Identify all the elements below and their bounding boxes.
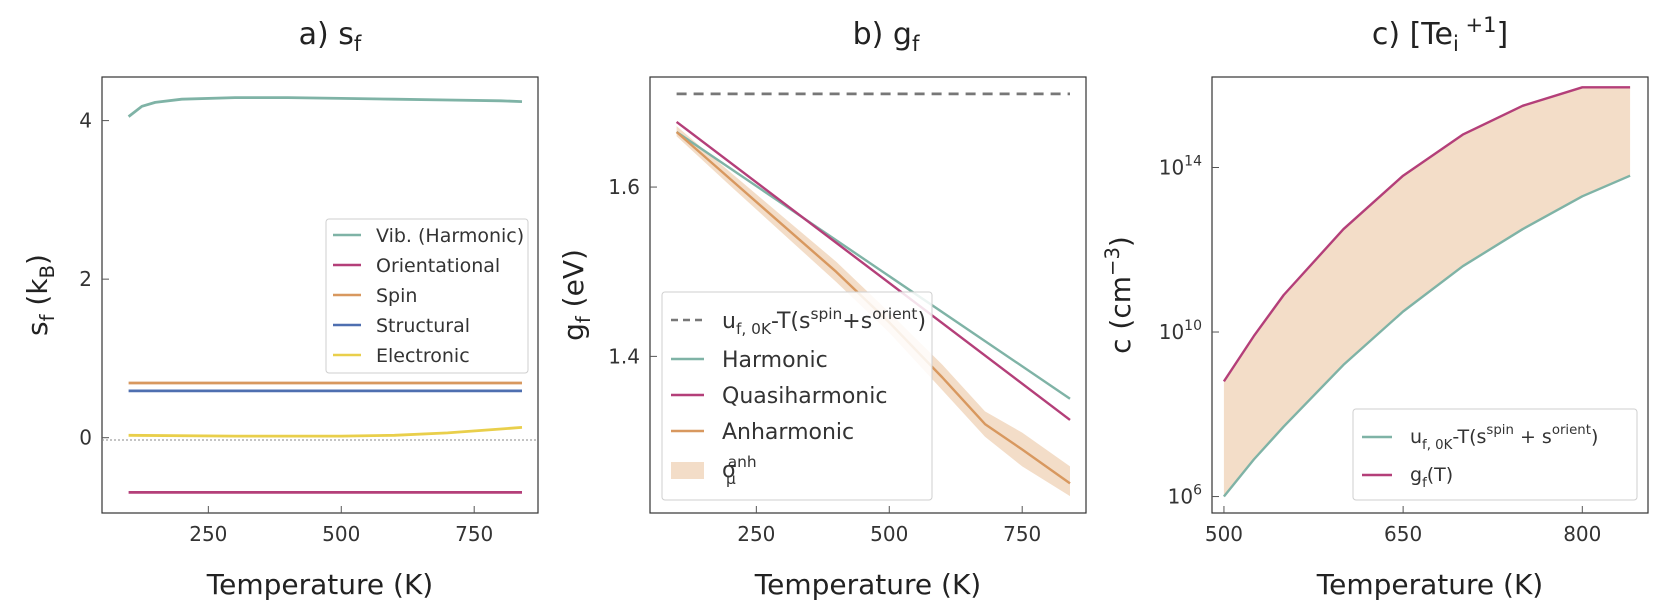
panel-c-xlabel: Temperature (K) <box>1316 568 1543 601</box>
panel-a-xlabel: Temperature (K) <box>206 568 433 601</box>
panel-b-legend: uf, 0K-T(sspin+sorient) Harmonic Quasiha… <box>661 291 933 501</box>
panel-b-series-2 <box>675 120 1071 421</box>
panel-a-ytick-label-2: 4 <box>79 109 92 133</box>
panel-a-xtick-label-1: 500 <box>322 522 360 546</box>
panel-a-xtick-label-0: 250 <box>189 522 227 546</box>
legend-c-label-1: gf(T) <box>1410 464 1453 491</box>
legend-b-label-0: uf, 0K-T(sspin+sorient) <box>722 305 926 338</box>
panel-a: a) sf 250 500 750 0 2 4 Temperature (K) sf (… <box>21 17 539 601</box>
panel-b-xtick-label-0: 250 <box>737 522 775 546</box>
panel-b-frame <box>649 76 1087 514</box>
legend-a-label-2: Spin <box>376 285 417 307</box>
legend-c-label-0: uf, 0K-T(sspin + sorient) <box>1410 423 1598 453</box>
panel-b-title: b) gf <box>853 17 920 56</box>
panel-c-xtick-label-1: 650 <box>1384 522 1422 546</box>
panel-a-ylabel: sf (kB) <box>21 254 59 336</box>
panel-c: c) [Tei +1] 500 650 800 106 1010 1014 Temper… <box>1101 13 1649 601</box>
panel-b-legend-box <box>661 291 933 501</box>
panel-b-ytick-label-1: 1.6 <box>608 175 640 199</box>
panel-c-title: c) [Tei +1] <box>1372 13 1508 56</box>
panel-b-xtick-label-1: 500 <box>870 522 908 546</box>
legend-b-label-2: Quasiharmonic <box>722 384 887 409</box>
legend-a-label-0: Vib. (Harmonic) <box>376 225 524 247</box>
panel-a-ytick-label-0: 0 <box>79 426 92 450</box>
legend-a-label-1: Orientational <box>376 255 500 277</box>
panel-a-title: a) sf <box>299 17 362 56</box>
panel-c-ytick-label-2: 1014 <box>1159 153 1202 179</box>
panel-a-xtick-label-2: 750 <box>455 522 493 546</box>
panel-a-frame <box>101 76 539 514</box>
panel-c-ytick-label-1: 1010 <box>1159 318 1202 344</box>
panel-c-legend-box <box>1352 408 1638 501</box>
panel-c-ytick-label-0: 106 <box>1168 483 1202 509</box>
panel-c-legend: uf, 0K-T(sspin + sorient) gf(T) <box>1352 408 1638 501</box>
panel-c-xtick-label-0: 500 <box>1205 522 1243 546</box>
panel-b-xlabel: Temperature (K) <box>754 568 981 601</box>
panel-c-series-0 <box>1222 174 1631 498</box>
panel-c-series-1 <box>1222 86 1631 383</box>
panel-b-ytick-label-0: 1.4 <box>608 344 640 368</box>
legend-a-label-3: Structural <box>376 315 470 337</box>
legend-b-band-swatch <box>671 462 704 479</box>
panel-c-xtick-label-2: 800 <box>1563 522 1601 546</box>
panel-a-series-4 <box>128 426 523 438</box>
panel-a-legend-box <box>325 218 529 374</box>
panel-a-series-0 <box>127 96 523 118</box>
panel-b: b) gf 250 500 750 1.4 1.6 Temperature (K) g… <box>557 17 1087 601</box>
legend-b-label-3: Anharmonic <box>722 420 854 445</box>
panel-b-series-1 <box>675 131 1071 400</box>
panel-a-legend: Vib. (Harmonic) Orientational Spin Struc… <box>325 218 529 374</box>
panel-c-ylabel: c (cm−3) <box>1101 236 1137 354</box>
panel-c-frame <box>1211 76 1649 514</box>
legend-b-label-1: Harmonic <box>722 348 828 373</box>
panel-b-ylabel: gf (eV) <box>557 249 595 341</box>
panel-a-ytick-label-1: 2 <box>79 267 92 291</box>
legend-a-label-4: Electronic <box>376 345 470 367</box>
legend-b-band-label: σμanh <box>722 453 757 488</box>
panel-b-xtick-label-2: 750 <box>1003 522 1041 546</box>
